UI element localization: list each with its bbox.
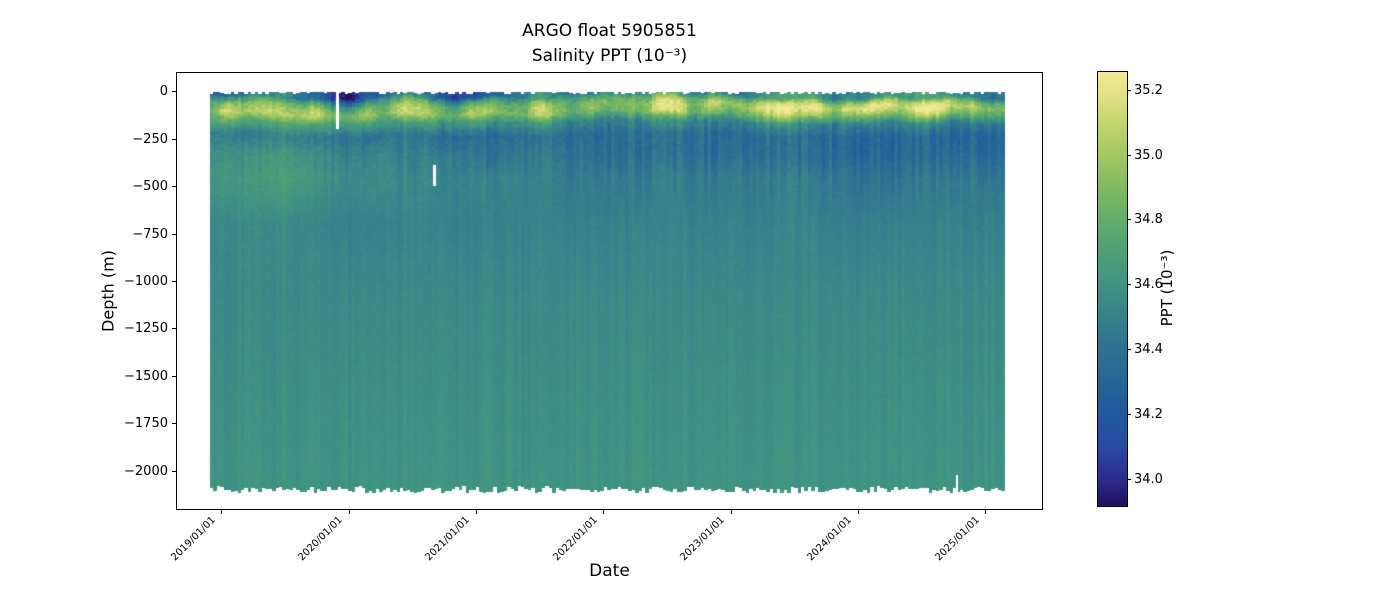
colorbar-tick-mark — [1127, 478, 1131, 480]
colorbar-tick-label: 35.0 — [1134, 147, 1163, 163]
colorbar-tick-mark — [1127, 349, 1131, 351]
colorbar-tick-label: 35.2 — [1134, 82, 1163, 98]
y-tick-label: −1000 — [124, 274, 168, 290]
y-tick-mark — [172, 470, 176, 472]
colorbar-tick-label: 34.0 — [1134, 471, 1163, 487]
x-tick-label: 2020/01/01 — [296, 514, 345, 564]
x-tick-label: 2019/01/01 — [169, 514, 218, 564]
colorbar-tick-mark — [1127, 413, 1131, 415]
colorbar-gradient-canvas — [1098, 72, 1127, 506]
colorbar-tick-label: 34.6 — [1134, 277, 1163, 293]
y-tick-mark — [172, 233, 176, 235]
plot-title: ARGO float 5905851 — [522, 21, 697, 41]
x-tick-label: 2022/01/01 — [551, 514, 600, 564]
plot-subtitle: Salinity PPT (10⁻³) — [531, 46, 688, 66]
y-tick-mark — [172, 328, 176, 330]
x-tick-mark — [857, 510, 859, 514]
x-tick-mark — [348, 510, 350, 514]
x-tick-mark — [603, 510, 605, 514]
y-tick-mark — [172, 138, 176, 140]
y-tick-label: −1500 — [124, 368, 168, 384]
y-tick-mark — [172, 423, 176, 425]
x-tick-label: 2024/01/01 — [805, 514, 855, 564]
x-tick-label: 2025/01/01 — [933, 514, 982, 564]
x-tick-mark — [730, 510, 732, 514]
x-tick-label: 2021/01/01 — [423, 514, 473, 564]
colorbar-tick-label: 34.4 — [1134, 342, 1163, 358]
colorbar — [1097, 71, 1128, 507]
y-tick-label: −250 — [132, 131, 168, 147]
y-tick-mark — [172, 186, 176, 188]
colorbar-tick-mark — [1127, 154, 1131, 156]
x-tick-label: 2023/01/01 — [678, 514, 727, 564]
x-tick-mark — [475, 510, 477, 514]
y-tick-label: −1750 — [124, 416, 168, 432]
x-axis-label: Date — [589, 561, 630, 581]
x-tick-mark — [221, 510, 223, 514]
colorbar-tick-mark — [1127, 284, 1131, 286]
y-tick-mark — [172, 91, 176, 93]
y-axis-label: Depth (m) — [98, 250, 118, 332]
y-tick-mark — [172, 281, 176, 283]
y-tick-label: −2000 — [124, 463, 168, 479]
salinity-heatmap-canvas — [177, 73, 1042, 509]
y-tick-mark — [172, 375, 176, 377]
colorbar-tick-label: 34.2 — [1134, 406, 1163, 422]
y-tick-label: −500 — [132, 179, 168, 195]
colorbar-tick-mark — [1127, 219, 1131, 221]
plot-area — [176, 72, 1043, 510]
colorbar-tick-label: 34.8 — [1134, 212, 1163, 228]
y-tick-label: −1250 — [124, 321, 168, 337]
x-tick-mark — [985, 510, 987, 514]
y-tick-label: 0 — [159, 84, 168, 100]
y-tick-label: −750 — [132, 226, 168, 242]
colorbar-tick-mark — [1127, 89, 1131, 91]
